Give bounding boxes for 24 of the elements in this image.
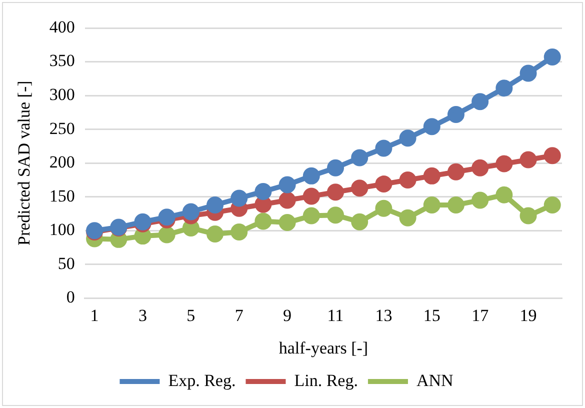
y-axis-title: Predicted SAD value [-] [14,80,34,246]
y-tick-label: 250 [49,118,75,138]
legend-label: Exp. Reg. [168,370,236,390]
x-tick-label: 9 [283,306,292,325]
x-tick-label: 15 [423,306,440,325]
x-tick-label: 11 [327,306,344,325]
y-tick-label: 150 [49,186,75,206]
x-axis-title: half-years [-] [278,338,368,358]
y-tick-label: 0 [66,288,75,307]
x-tick-label: 1 [90,306,99,325]
x-tick-label: 19 [520,306,537,325]
x-tick-label: 3 [138,306,147,325]
y-tick-label: 300 [49,85,75,104]
legend-label: ANN [416,370,454,390]
x-tick-label: 13 [375,306,392,325]
x-tick-label: 5 [186,306,196,325]
x-tick-label: 17 [472,306,490,325]
y-tick-label: 350 [49,51,75,70]
y-tick-label: 50 [58,254,75,273]
y-tick-label: 200 [49,152,75,172]
legend-label: Lin. Reg. [294,370,358,390]
y-tick-label: 400 [49,17,75,36]
y-tick-label: 100 [49,220,75,240]
x-tick-label: 7 [234,306,244,325]
